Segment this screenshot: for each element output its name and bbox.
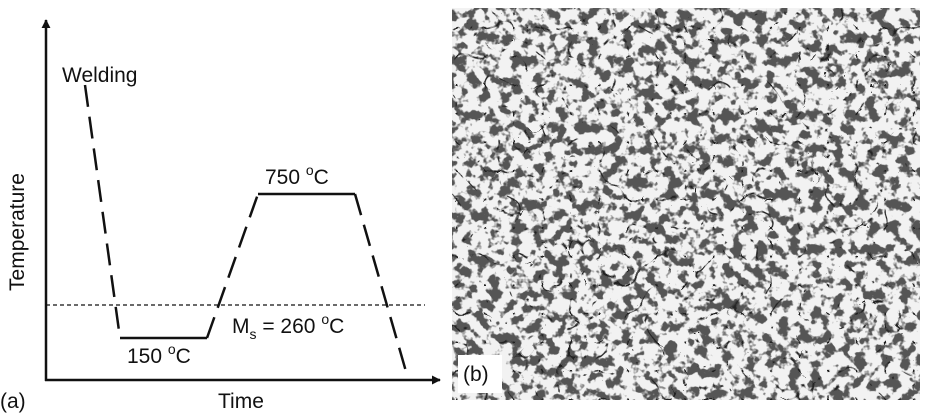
subscript: s (250, 326, 257, 342)
unit: C (176, 345, 191, 368)
final-cooling (353, 193, 409, 376)
equals: = 260 (257, 315, 322, 338)
y-axis-label: Temperature (6, 173, 29, 291)
unit: C (329, 315, 344, 338)
cooling-curve (83, 84, 122, 339)
panel-tag: (a) (0, 390, 26, 413)
panel-a: Welding Temperature Time (a) 750 oC 150 … (0, 19, 441, 413)
panel-b: (b) (452, 8, 920, 400)
degree: o (321, 311, 329, 327)
ms-label: Ms = 260 oC (232, 311, 344, 342)
symbol: M (232, 315, 250, 338)
degree: o (306, 162, 314, 178)
low-label: 150 oC (127, 341, 191, 368)
tag-box (458, 355, 502, 393)
panel-tag: (b) (463, 363, 489, 386)
peak-label: 750 oC (265, 162, 329, 189)
welding-label: Welding (62, 64, 138, 87)
heating-curve (205, 193, 260, 339)
micrograph-boundaries (452, 8, 920, 400)
number: 150 (127, 345, 168, 368)
number: 750 (265, 166, 306, 189)
unit: C (314, 166, 329, 189)
x-axis-label: Time (218, 390, 264, 413)
degree: o (168, 341, 176, 357)
